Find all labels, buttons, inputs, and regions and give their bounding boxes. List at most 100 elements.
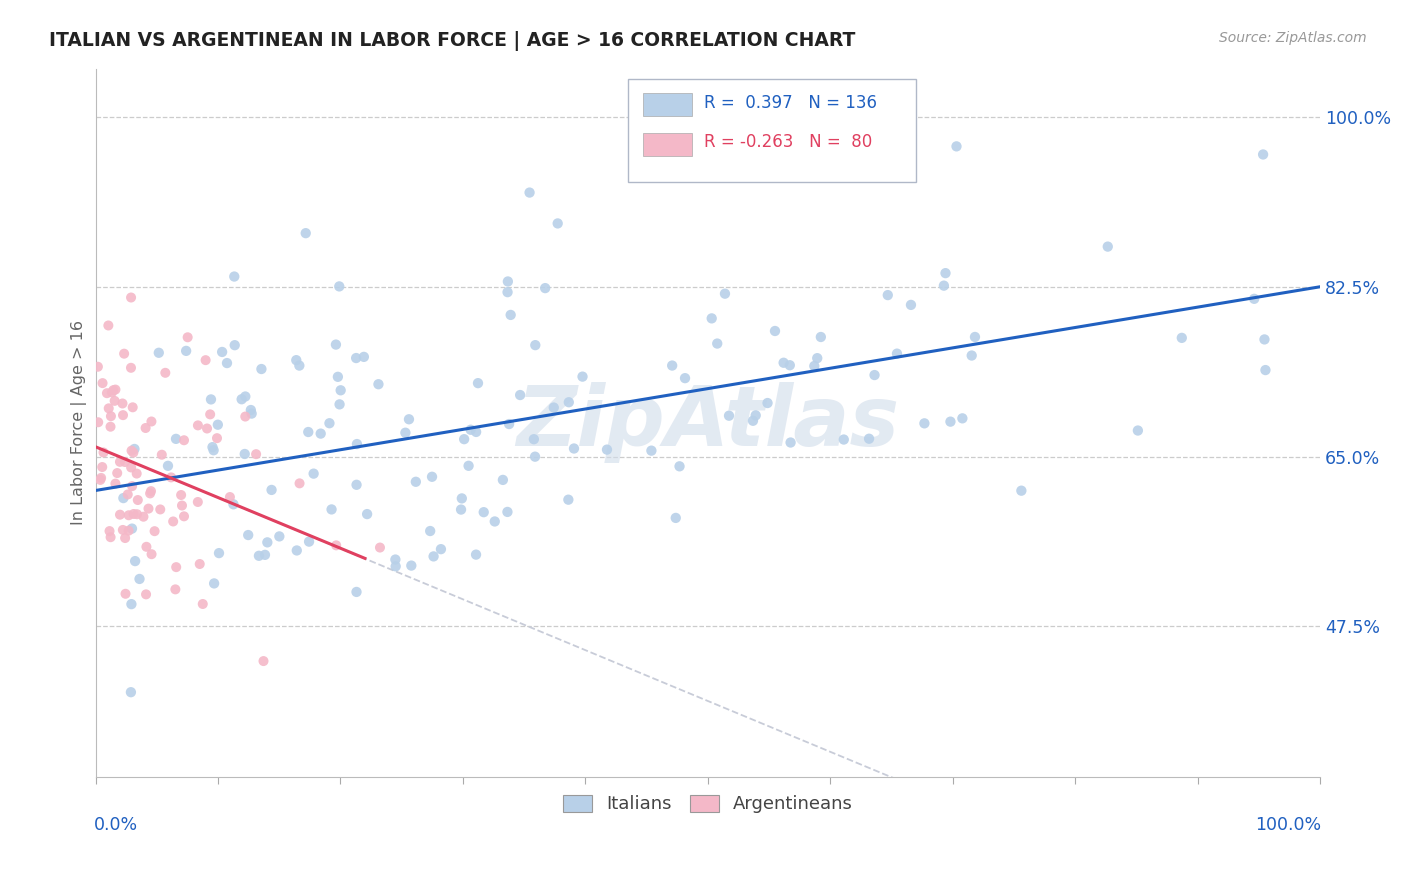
Point	[207, 417, 229, 432]
Bar	[643, 133, 692, 155]
Point	[294, 226, 316, 240]
Point	[174, 343, 197, 358]
Point	[117, 487, 139, 501]
Point	[509, 388, 531, 402]
Point	[201, 440, 224, 454]
Point	[224, 338, 246, 352]
Point	[122, 445, 145, 459]
Text: ITALIAN VS ARGENTINEAN IN LABOR FORCE | AGE > 16 CORRELATION CHART: ITALIAN VS ARGENTINEAN IN LABOR FORCE | …	[49, 31, 856, 51]
Point	[191, 597, 214, 611]
Point	[858, 432, 880, 446]
Point	[368, 541, 391, 555]
Point	[120, 360, 142, 375]
Point	[496, 505, 519, 519]
Point	[96, 386, 118, 401]
Point	[950, 411, 973, 425]
Point	[945, 139, 967, 153]
Point	[484, 515, 506, 529]
Point	[401, 558, 423, 573]
Point	[963, 330, 986, 344]
Point	[714, 286, 737, 301]
Text: 0.0%: 0.0%	[94, 815, 138, 833]
Point	[194, 353, 217, 368]
Point	[661, 359, 683, 373]
Point	[111, 408, 134, 422]
Point	[122, 507, 145, 521]
Point	[252, 654, 274, 668]
Point	[240, 407, 263, 421]
Point	[231, 392, 253, 407]
Text: ZipAtlas: ZipAtlas	[516, 382, 900, 463]
Point	[141, 415, 163, 429]
Point	[98, 524, 121, 538]
Point	[562, 442, 585, 456]
Point	[239, 403, 262, 417]
Point	[124, 554, 146, 568]
Point	[665, 511, 688, 525]
Point	[912, 417, 935, 431]
Point	[219, 490, 242, 504]
Point	[87, 415, 110, 429]
Point	[571, 369, 593, 384]
Point	[384, 552, 406, 566]
Point	[876, 288, 898, 302]
Point	[114, 455, 136, 469]
Point	[205, 431, 228, 445]
Point	[125, 508, 148, 522]
Point	[215, 356, 238, 370]
Point	[329, 397, 352, 411]
Point	[779, 435, 801, 450]
Point	[472, 505, 495, 519]
Point	[1097, 239, 1119, 253]
Point	[224, 269, 246, 284]
Point	[150, 448, 173, 462]
Point	[453, 432, 475, 446]
Point	[596, 442, 619, 457]
Point	[467, 376, 489, 391]
Point	[165, 432, 187, 446]
Point	[101, 385, 124, 400]
Text: R = -0.263   N =  80: R = -0.263 N = 80	[704, 133, 872, 151]
Point	[195, 421, 218, 435]
Point	[718, 409, 741, 423]
Point	[91, 460, 114, 475]
Point	[398, 412, 420, 426]
Point	[298, 534, 321, 549]
Point	[170, 488, 193, 502]
Point	[900, 298, 922, 312]
Point	[143, 524, 166, 538]
Point	[120, 460, 142, 475]
Point	[111, 523, 134, 537]
Point	[886, 346, 908, 360]
Point	[706, 336, 728, 351]
Point	[269, 529, 291, 543]
Point	[1243, 292, 1265, 306]
Point	[1254, 363, 1277, 377]
Point	[128, 572, 150, 586]
Point	[148, 345, 170, 359]
Point	[1253, 333, 1275, 347]
Point	[121, 443, 143, 458]
Point	[120, 291, 142, 305]
Point	[104, 393, 127, 408]
Point	[93, 445, 115, 459]
Point	[141, 547, 163, 561]
Point	[233, 409, 256, 424]
Point	[465, 548, 488, 562]
Point	[108, 508, 131, 522]
Point	[465, 425, 488, 439]
Point	[934, 266, 956, 280]
Point	[127, 493, 149, 508]
Point	[104, 476, 127, 491]
Point	[103, 383, 125, 397]
Point	[247, 549, 270, 563]
Point	[111, 396, 134, 410]
Point	[346, 437, 368, 451]
Point	[208, 546, 231, 560]
Point	[176, 330, 198, 344]
Point	[124, 442, 146, 456]
Point	[97, 318, 120, 333]
Point	[457, 458, 479, 473]
Point	[932, 278, 955, 293]
Point	[558, 395, 581, 409]
